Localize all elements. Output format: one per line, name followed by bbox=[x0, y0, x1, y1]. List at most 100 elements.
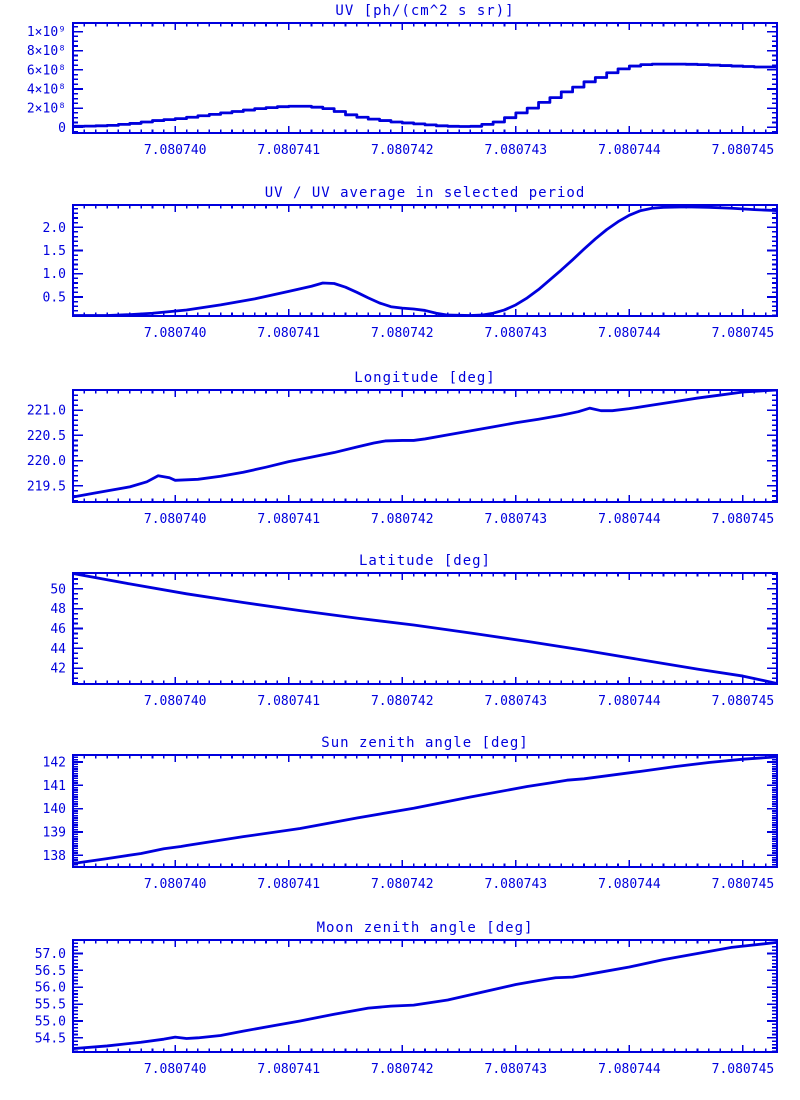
axis-labels: 7.080740 7.080741 7.080742 7.080743 7.080744… bbox=[43, 221, 775, 341]
plot-frame bbox=[72, 572, 778, 685]
plot-latitude: 7.080740 7.080741 7.080742 7.080743 7.080744… bbox=[50, 572, 778, 709]
x-tick-label: 7.080742 bbox=[371, 512, 434, 527]
axis-labels: 7.080740 7.080741 7.080742 7.080743 7.080744… bbox=[50, 582, 774, 709]
axis-labels: 7.080740 7.080741 7.080742 7.080743 7.080744… bbox=[35, 947, 775, 1077]
axis-ticks bbox=[73, 754, 778, 868]
plot-title-uv: UV [ph/(cm^2 s sr)] bbox=[335, 3, 515, 19]
y-tick-label: 139 bbox=[43, 826, 66, 841]
y-tick-label: 42 bbox=[50, 662, 66, 677]
y-tick-label: 141 bbox=[43, 779, 66, 794]
y-tick-label: 57.0 bbox=[35, 947, 66, 962]
y-tick-label: 142 bbox=[43, 756, 66, 771]
y-tick-label: 1×10⁹ bbox=[27, 25, 66, 40]
x-tick-label: 7.080745 bbox=[712, 512, 775, 527]
x-tick-label: 7.080743 bbox=[485, 326, 548, 341]
x-tick-label: 7.080742 bbox=[371, 1062, 434, 1077]
plot-title-sun-zenith: Sun zenith angle [deg] bbox=[321, 735, 529, 751]
y-tick-label: 219.5 bbox=[27, 479, 66, 494]
x-tick-label: 7.080740 bbox=[144, 1062, 207, 1077]
axis-labels: 7.080740 7.080741 7.080742 7.080743 7.080744… bbox=[27, 404, 774, 527]
x-tick-label: 7.080741 bbox=[257, 143, 320, 158]
y-tick-label: 48 bbox=[50, 602, 66, 617]
axis-ticks bbox=[73, 573, 778, 684]
series-line-moon-zenith bbox=[72, 940, 778, 1051]
y-tick-label: 0.5 bbox=[43, 290, 66, 305]
y-tick-label: 4×10⁸ bbox=[27, 83, 66, 98]
y-tick-label: 2.0 bbox=[43, 221, 66, 236]
y-tick-label: 220.0 bbox=[27, 454, 66, 469]
plot-title-latitude: Latitude [deg] bbox=[358, 553, 491, 569]
y-tick-label: 0 bbox=[58, 121, 66, 136]
x-tick-label: 7.080742 bbox=[371, 143, 434, 158]
x-tick-label: 7.080740 bbox=[144, 694, 207, 709]
x-tick-label: 7.080744 bbox=[598, 1062, 661, 1077]
x-tick-label: 7.080743 bbox=[485, 512, 548, 527]
plot-title-longitude: Longitude [deg] bbox=[354, 370, 496, 386]
series-line-latitude bbox=[72, 572, 778, 685]
x-tick-label: 7.080743 bbox=[485, 143, 548, 158]
y-tick-label: 56.0 bbox=[35, 981, 66, 996]
x-tick-label: 7.080741 bbox=[257, 512, 320, 527]
plot-title-moon-zenith: Moon zenith angle [deg] bbox=[316, 920, 534, 936]
x-tick-label: 7.080745 bbox=[712, 143, 775, 158]
x-tick-label: 7.080741 bbox=[257, 877, 320, 892]
plot-frame bbox=[72, 204, 778, 317]
x-tick-label: 7.080745 bbox=[712, 877, 775, 892]
axis-labels: 7.080740 7.080741 7.080742 7.080743 7.080744… bbox=[43, 756, 775, 893]
x-tick-label: 7.080740 bbox=[144, 512, 207, 527]
x-tick-label: 7.080745 bbox=[712, 694, 775, 709]
axis-ticks bbox=[73, 23, 778, 133]
axis-labels: 7.080740 7.080741 7.080742 7.080743 7.080744… bbox=[27, 25, 774, 158]
series-line-sun-zenith bbox=[72, 755, 778, 865]
plot-longitude: 7.080740 7.080741 7.080742 7.080743 7.080744… bbox=[27, 389, 778, 527]
x-tick-label: 7.080741 bbox=[257, 326, 320, 341]
plot-uv: 7.080740 7.080741 7.080742 7.080743 7.080744… bbox=[27, 22, 778, 158]
y-tick-label: 46 bbox=[50, 622, 66, 637]
series-line-uv bbox=[72, 62, 777, 128]
y-tick-label: 54.5 bbox=[35, 1031, 66, 1046]
y-tick-label: 2×10⁸ bbox=[27, 102, 66, 117]
y-tick-label: 56.5 bbox=[35, 964, 66, 979]
y-tick-label: 8×10⁸ bbox=[27, 44, 66, 59]
x-tick-label: 7.080744 bbox=[598, 877, 661, 892]
plot-sun-zenith: 7.080740 7.080741 7.080742 7.080743 7.080744… bbox=[43, 754, 778, 893]
x-tick-label: 7.080743 bbox=[485, 1062, 548, 1077]
y-tick-label: 6×10⁸ bbox=[27, 63, 66, 78]
x-tick-label: 7.080740 bbox=[144, 326, 207, 341]
plot-uv-ratio: 7.080740 7.080741 7.080742 7.080743 7.080744… bbox=[43, 204, 778, 341]
series-line-longitude bbox=[72, 389, 778, 499]
plot-title-uv-ratio: UV / UV average in selected period bbox=[264, 185, 586, 201]
y-tick-label: 221.0 bbox=[27, 404, 66, 419]
plot-frame bbox=[72, 389, 778, 503]
y-tick-label: 1.0 bbox=[43, 267, 66, 282]
x-tick-label: 7.080742 bbox=[371, 694, 434, 709]
y-tick-label: 50 bbox=[50, 582, 66, 597]
x-tick-label: 7.080744 bbox=[598, 143, 661, 158]
y-tick-label: 55.5 bbox=[35, 998, 66, 1013]
plot-moon-zenith: 7.080740 7.080741 7.080742 7.080743 7.080744… bbox=[35, 939, 778, 1077]
y-tick-label: 44 bbox=[50, 642, 66, 657]
y-tick-label: 220.5 bbox=[27, 429, 66, 444]
x-tick-label: 7.080744 bbox=[598, 326, 661, 341]
x-tick-label: 7.080741 bbox=[257, 1062, 320, 1077]
x-tick-label: 7.080744 bbox=[598, 512, 661, 527]
x-tick-label: 7.080743 bbox=[485, 877, 548, 892]
x-tick-label: 7.080743 bbox=[485, 694, 548, 709]
y-tick-label: 1.5 bbox=[43, 244, 66, 259]
axis-ticks bbox=[73, 389, 778, 502]
axis-ticks bbox=[73, 205, 778, 317]
x-tick-label: 7.080740 bbox=[144, 143, 207, 158]
x-tick-label: 7.080742 bbox=[371, 326, 434, 341]
y-tick-label: 55.0 bbox=[35, 1014, 66, 1029]
y-tick-label: 140 bbox=[43, 802, 66, 817]
x-tick-label: 7.080745 bbox=[712, 1062, 775, 1077]
series-line-uv-ratio bbox=[73, 205, 778, 317]
plot-frame bbox=[72, 754, 778, 868]
x-tick-label: 7.080742 bbox=[371, 877, 434, 892]
plot-frame bbox=[72, 22, 778, 134]
x-tick-label: 7.080740 bbox=[144, 877, 207, 892]
x-tick-label: 7.080741 bbox=[257, 694, 320, 709]
x-tick-label: 7.080744 bbox=[598, 694, 661, 709]
